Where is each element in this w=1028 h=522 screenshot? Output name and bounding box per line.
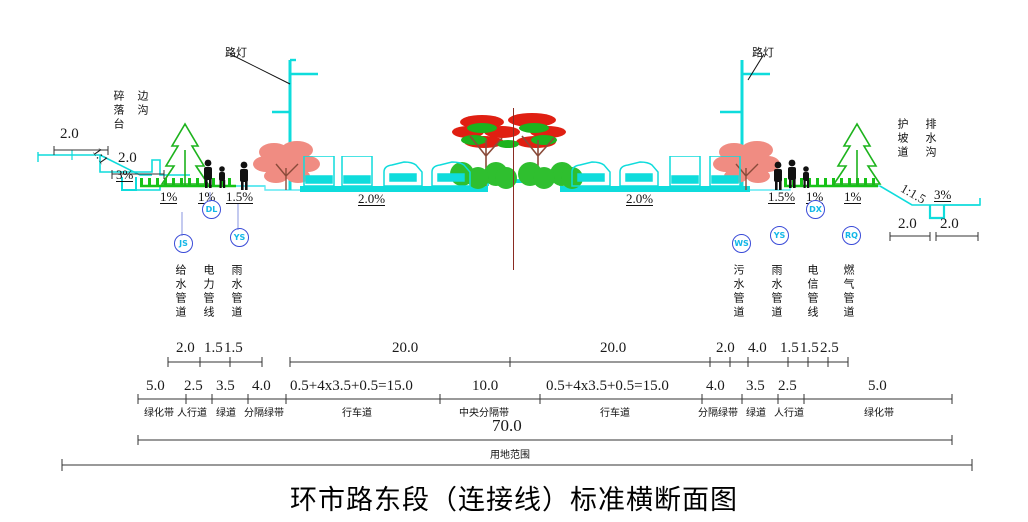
pedestrian-group-left	[204, 159, 226, 188]
dim-main-value-4: 0.5+4x3.5+0.5=15.0	[290, 378, 413, 394]
dim-main-label-1: 人行道	[177, 408, 207, 419]
dim-main-value-3: 4.0	[252, 378, 271, 394]
dim-left-ditch-line	[111, 170, 165, 179]
pedestrian-right-sidewalk	[774, 161, 782, 190]
dim-main-value-5: 10.0	[472, 378, 499, 394]
dim-right-a: 2.0	[898, 216, 917, 232]
dim-upper-left-3: 1.5	[224, 340, 243, 356]
land-use-label: 用地范围	[490, 450, 530, 461]
dim-main-label-6: 行车道	[600, 408, 630, 419]
dim-upper-right-2: 4.0	[748, 340, 767, 356]
lamp-label-left: 路灯	[225, 46, 247, 59]
dim-main-value-7: 4.0	[706, 378, 725, 394]
dim-upper-center-line	[289, 357, 731, 367]
utility-badge-dl: DL	[202, 200, 221, 219]
dim-main-label-3: 分隔绿带	[244, 408, 284, 419]
slope-left-sidewalk: 1.5%	[226, 189, 254, 204]
dim-main-line	[137, 394, 953, 404]
dim-main-value-10: 5.0	[868, 378, 887, 394]
utility-badge-dx: DX	[806, 200, 825, 219]
conifer-tree-left-icon	[160, 122, 210, 186]
road-centerline	[513, 108, 514, 270]
pedestrian-group-right	[788, 159, 810, 188]
dim-main-value-1: 2.5	[184, 378, 203, 394]
utility-badge-ws: WS	[732, 234, 751, 253]
label-ditch-left: 边沟	[136, 90, 149, 118]
land-use-line	[61, 459, 973, 471]
total-width-value: 70.0	[492, 416, 522, 435]
dim-upper-left-2: 1.5	[204, 340, 223, 356]
total-width-line	[137, 435, 953, 445]
dim-right-lines	[889, 232, 979, 241]
dim-main-label-5: 中央分隔带	[459, 408, 509, 419]
blossom-tree-left-icon	[253, 141, 320, 190]
median-shrub-row	[467, 167, 583, 189]
lamp-label-right: 路灯	[752, 46, 774, 59]
dim-main-value-8: 3.5	[746, 378, 765, 394]
dim-main-label-2: 绿道	[216, 408, 236, 419]
drawing-title: 环市路东段（连接线）标准横断面图	[290, 485, 738, 516]
vehicle-row-right	[571, 156, 741, 187]
dim-main-value-0: 5.0	[146, 378, 165, 394]
dim-upper-right-line	[709, 357, 849, 367]
lamp-leader-right	[747, 53, 765, 81]
dim-right-b: 2.0	[940, 216, 959, 232]
slope-left-ditch: 3%	[116, 167, 134, 182]
dim-upper-right-3: 1.5	[780, 340, 799, 356]
dim-main-label-8: 绿道	[746, 408, 766, 419]
slope-right-greenbelt: 1%	[844, 189, 862, 204]
dim-main-value-2: 3.5	[216, 378, 235, 394]
dim-main-value-6: 0.5+4x3.5+0.5=15.0	[546, 378, 669, 394]
label-terrace-left: 碎落台	[112, 90, 125, 132]
utility-label-ys-right: 雨水管道	[770, 264, 783, 320]
dim-upper-center-1: 20.0	[392, 340, 419, 356]
dim-upper-right-4: 1.5	[800, 340, 819, 356]
utility-badge-ys-left: YS	[230, 228, 249, 247]
slope-right-sidewalk: 1.5%	[768, 189, 796, 204]
utility-label-dl: 电力管线	[202, 264, 215, 320]
label-berm-right: 护坡道	[896, 118, 909, 160]
utility-label-ys-left: 雨水管道	[230, 264, 243, 320]
utility-badge-rq: RQ	[842, 226, 861, 245]
utility-label-ws: 污水管道	[732, 264, 745, 320]
dim-upper-left-1: 2.0	[176, 340, 195, 356]
dim-main-value-9: 2.5	[778, 378, 797, 394]
label-drain-right: 排水沟	[924, 118, 937, 160]
dim-main-label-0: 绿化带	[144, 408, 174, 419]
dim-main-label-4: 行车道	[342, 408, 372, 419]
slope-left-carriageway: 2.0%	[358, 191, 386, 206]
dim-main-label-7: 分隔绿带	[698, 408, 738, 419]
conifer-tree-right-icon	[832, 122, 882, 186]
dim-upper-right-5: 2.5	[820, 340, 839, 356]
vehicle-row-left	[303, 156, 471, 187]
slope-right-ditch: 3%	[934, 187, 952, 202]
lamp-leader-left	[229, 53, 291, 85]
slope-left-greenbelt: 1%	[160, 189, 178, 204]
dim-main-label-9: 人行道	[774, 408, 804, 419]
dim-upper-right-1: 2.0	[716, 340, 735, 356]
dim-left-ditch: 2.0	[118, 150, 137, 166]
dim-main-label-10: 绿化带	[864, 408, 894, 419]
utility-leaders-left	[181, 192, 239, 236]
dim-left-shoulder-line	[53, 146, 109, 155]
utility-label-js: 给水管道	[174, 264, 187, 320]
utility-badge-js: JS	[174, 234, 193, 253]
dim-upper-center-2: 20.0	[600, 340, 627, 356]
dim-left-shoulder: 2.0	[60, 126, 79, 142]
utility-label-rq: 燃气管道	[842, 264, 855, 320]
utility-badge-ys-right: YS	[770, 226, 789, 245]
slope-right-carriageway: 2.0%	[626, 191, 654, 206]
dim-upper-left-line	[167, 357, 263, 367]
pedestrian-left-sidewalk	[240, 161, 248, 190]
utility-label-dx: 电信管线	[806, 264, 819, 320]
